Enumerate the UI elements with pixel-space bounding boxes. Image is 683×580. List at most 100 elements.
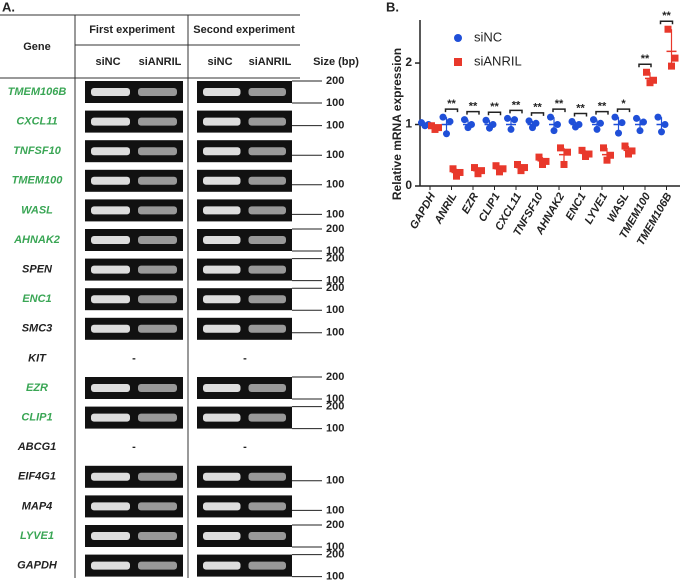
band xyxy=(138,324,177,333)
point xyxy=(607,151,614,159)
band xyxy=(248,324,286,333)
lane-label: siANRIL xyxy=(139,56,182,68)
band xyxy=(91,265,130,274)
point xyxy=(435,124,442,132)
y-tick-label: 0 xyxy=(405,178,412,192)
gel xyxy=(197,110,292,133)
band xyxy=(91,384,130,392)
lane-label: siNC xyxy=(207,56,232,68)
band xyxy=(91,117,130,126)
panel-label: A. xyxy=(2,0,15,14)
x-tick-label: EZR xyxy=(460,191,481,216)
gel xyxy=(197,258,292,281)
lane-label: siANRIL xyxy=(249,56,292,68)
band xyxy=(203,117,241,126)
gene-name: ABCG1 xyxy=(17,441,57,453)
point xyxy=(449,165,457,173)
marker-label: 100 xyxy=(326,179,344,191)
marker-label: 100 xyxy=(326,423,344,435)
gene-name: GAPDH xyxy=(17,560,58,572)
band xyxy=(91,88,130,96)
band xyxy=(91,236,130,244)
marker-label: 100 xyxy=(326,120,344,132)
x-tick-label: GAPDH xyxy=(408,190,439,231)
band xyxy=(138,502,177,511)
point xyxy=(521,164,528,172)
band xyxy=(91,472,130,481)
marker-label: 200 xyxy=(326,519,344,531)
band xyxy=(203,236,241,244)
point xyxy=(514,160,521,168)
point xyxy=(603,156,611,164)
gel xyxy=(85,229,183,251)
point xyxy=(658,128,665,136)
point xyxy=(578,146,586,154)
band xyxy=(91,532,130,540)
band xyxy=(248,532,286,540)
significance: ** xyxy=(598,101,607,113)
marker-label: 100 xyxy=(326,504,344,516)
band xyxy=(203,532,241,540)
significance: ** xyxy=(490,101,499,113)
marker-label: 100 xyxy=(326,304,344,316)
point xyxy=(456,168,464,176)
point xyxy=(461,116,468,124)
marker-label: 100 xyxy=(326,149,344,161)
marker-label: 200 xyxy=(326,223,344,235)
gene-name: LYVE1 xyxy=(20,530,54,542)
gel xyxy=(197,229,292,251)
band xyxy=(91,176,130,185)
point xyxy=(499,165,507,173)
gene-name: SMC3 xyxy=(22,323,53,335)
point xyxy=(628,147,636,155)
point xyxy=(643,68,650,76)
marker-label: 100 xyxy=(326,541,344,553)
bracket xyxy=(487,111,502,116)
point xyxy=(428,122,435,130)
bracket xyxy=(595,110,609,115)
marker-label: 200 xyxy=(326,253,344,265)
band xyxy=(91,502,130,511)
point xyxy=(575,121,583,129)
gel xyxy=(85,377,183,399)
marker-label: 100 xyxy=(326,571,344,580)
gel xyxy=(197,317,292,340)
point xyxy=(593,125,601,133)
point xyxy=(661,121,669,129)
gene-name: CLIP1 xyxy=(21,412,52,424)
marker-label: 100 xyxy=(326,327,344,339)
point xyxy=(618,119,626,127)
significance: * xyxy=(621,98,626,110)
blank: - xyxy=(243,352,247,364)
band xyxy=(203,324,241,333)
band xyxy=(138,413,177,422)
y-tick-label: 1 xyxy=(405,117,412,131)
blank: - xyxy=(243,441,247,453)
band xyxy=(203,176,241,185)
band xyxy=(138,176,177,185)
point xyxy=(492,162,500,170)
gene-name: ENC1 xyxy=(22,293,51,305)
gel xyxy=(197,199,292,222)
band xyxy=(138,472,177,481)
significance: ** xyxy=(469,101,478,113)
band xyxy=(138,532,177,540)
point xyxy=(668,62,675,70)
band xyxy=(203,502,241,511)
gene-name: MAP4 xyxy=(22,500,53,512)
gel xyxy=(85,495,183,518)
marker-label: 200 xyxy=(326,75,344,87)
band xyxy=(203,295,241,304)
point xyxy=(535,153,543,161)
bracket xyxy=(616,108,631,113)
point xyxy=(478,167,485,175)
point xyxy=(611,113,619,121)
gene-name: WASL xyxy=(21,204,53,216)
band xyxy=(248,384,286,392)
gene-name: EIF4G1 xyxy=(18,471,56,483)
gene-name: TNFSF10 xyxy=(13,145,62,157)
gel xyxy=(85,406,183,429)
band xyxy=(248,472,286,481)
band xyxy=(91,413,130,422)
